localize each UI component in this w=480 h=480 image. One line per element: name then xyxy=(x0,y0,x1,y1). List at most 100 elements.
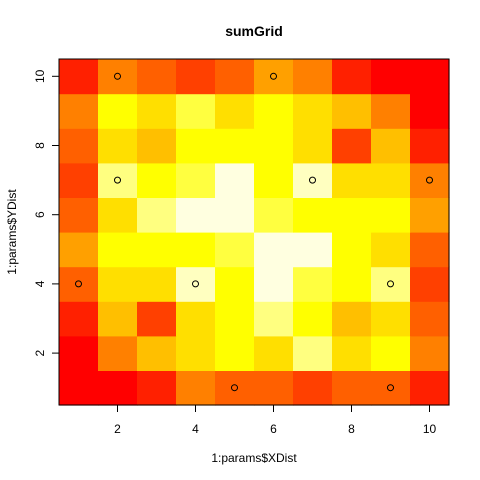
heatmap-cell xyxy=(293,335,333,371)
x-tick-label: 4 xyxy=(192,422,199,436)
heatmap-cell xyxy=(98,301,138,337)
heatmap-cell xyxy=(176,335,216,371)
marker-point xyxy=(387,384,394,392)
markers xyxy=(75,72,433,392)
x-tick-label: 2 xyxy=(114,422,121,436)
heatmap-cell xyxy=(410,93,450,129)
y-axis: 2 4 6 8 10 xyxy=(33,69,60,356)
heatmap-cell xyxy=(410,266,450,302)
heatmap-cell xyxy=(59,93,99,129)
heatmap-cell xyxy=(254,370,294,406)
heatmap-cell xyxy=(59,232,99,268)
heatmap-cell xyxy=(215,93,255,129)
heatmap-cell xyxy=(176,93,216,129)
heatmap-cell xyxy=(176,197,216,233)
heatmap-cell xyxy=(371,197,411,233)
heatmap-cell xyxy=(410,335,450,371)
heatmap-cell xyxy=(215,301,255,337)
heatmap-cell xyxy=(98,335,138,371)
heatmap-cell xyxy=(137,335,177,371)
marker-point xyxy=(270,72,277,80)
heatmap-cell xyxy=(371,335,411,371)
y-tick-label: 10 xyxy=(33,69,47,83)
heatmap-cell xyxy=(293,370,333,406)
heatmap-cell xyxy=(59,162,99,198)
heatmap-cell xyxy=(137,232,177,268)
heatmap-cell xyxy=(371,93,411,129)
heatmap-cell xyxy=(176,301,216,337)
heatmap-cell xyxy=(293,266,333,302)
heatmap-cell xyxy=(332,335,372,371)
heatmap-cell xyxy=(332,232,372,268)
heatmap-cell xyxy=(254,335,294,371)
heatmap-cell xyxy=(332,197,372,233)
heatmap-cell xyxy=(332,128,372,164)
x-tick-label: 8 xyxy=(348,422,355,436)
heatmap-cell xyxy=(137,301,177,337)
heatmap-cell xyxy=(215,370,255,406)
heatmap-cell xyxy=(332,266,372,302)
heatmap-cell xyxy=(254,162,294,198)
marker-point xyxy=(309,176,316,184)
heatmap-cell xyxy=(59,266,99,302)
x-axis: 2 4 6 8 10 xyxy=(114,404,436,436)
y-axis-label: 1:params$YDist xyxy=(5,189,19,275)
heatmap-cell xyxy=(137,370,177,406)
heatmap-cell xyxy=(215,232,255,268)
heatmap-cell xyxy=(98,93,138,129)
marker-point xyxy=(75,280,82,288)
heatmap-cell xyxy=(371,162,411,198)
heatmap-cell xyxy=(410,59,450,95)
heatmap-cell xyxy=(137,59,177,95)
heatmap-cell xyxy=(98,266,138,302)
heatmap-cell xyxy=(59,128,99,164)
heatmap-cell xyxy=(176,59,216,95)
heatmap-cell xyxy=(293,162,333,198)
heatmap-cell xyxy=(215,197,255,233)
heatmap-cell xyxy=(137,162,177,198)
heatmap-cell xyxy=(254,128,294,164)
heatmap-cells xyxy=(59,59,450,406)
heatmap-cell xyxy=(332,59,372,95)
heatmap-cell xyxy=(137,128,177,164)
heatmap-cell xyxy=(98,197,138,233)
heatmap-cell xyxy=(176,162,216,198)
marker-point xyxy=(387,280,394,288)
heatmap-cell xyxy=(332,162,372,198)
heatmap-cell xyxy=(293,59,333,95)
heatmap-cell xyxy=(254,197,294,233)
x-tick-label: 6 xyxy=(270,422,277,436)
heatmap-cell xyxy=(215,59,255,95)
heatmap-cell xyxy=(371,370,411,406)
heatmap-cell xyxy=(98,232,138,268)
marker-point xyxy=(114,176,121,184)
heatmap-cell xyxy=(410,162,450,198)
heatmap-cell xyxy=(293,197,333,233)
heatmap-cell xyxy=(137,93,177,129)
heatmap-cell xyxy=(59,370,99,406)
heatmap-cell xyxy=(332,370,372,406)
marker-point xyxy=(114,72,121,80)
heatmap-cell xyxy=(59,301,99,337)
heatmap-cell xyxy=(176,370,216,406)
heatmap-cell xyxy=(410,232,450,268)
heatmap-cell xyxy=(371,301,411,337)
heatmap-cell xyxy=(176,266,216,302)
heatmap-cell xyxy=(98,162,138,198)
heatmap-cell xyxy=(215,335,255,371)
heatmap-cell xyxy=(410,128,450,164)
heatmap-cell xyxy=(371,128,411,164)
heatmap-cell xyxy=(293,301,333,337)
heatmap-cell xyxy=(332,93,372,129)
heatmap-cell xyxy=(98,370,138,406)
heatmap-cell xyxy=(137,266,177,302)
marker-point xyxy=(192,280,199,288)
heatmap-cell xyxy=(293,128,333,164)
y-tick-label: 6 xyxy=(33,211,47,218)
heatmap-cell xyxy=(410,370,450,406)
heatmap-cell xyxy=(59,197,99,233)
marker-point xyxy=(231,384,238,392)
x-axis-label: 1:params$XDist xyxy=(211,451,297,465)
y-tick-label: 2 xyxy=(33,349,47,356)
marker-point xyxy=(426,176,433,184)
